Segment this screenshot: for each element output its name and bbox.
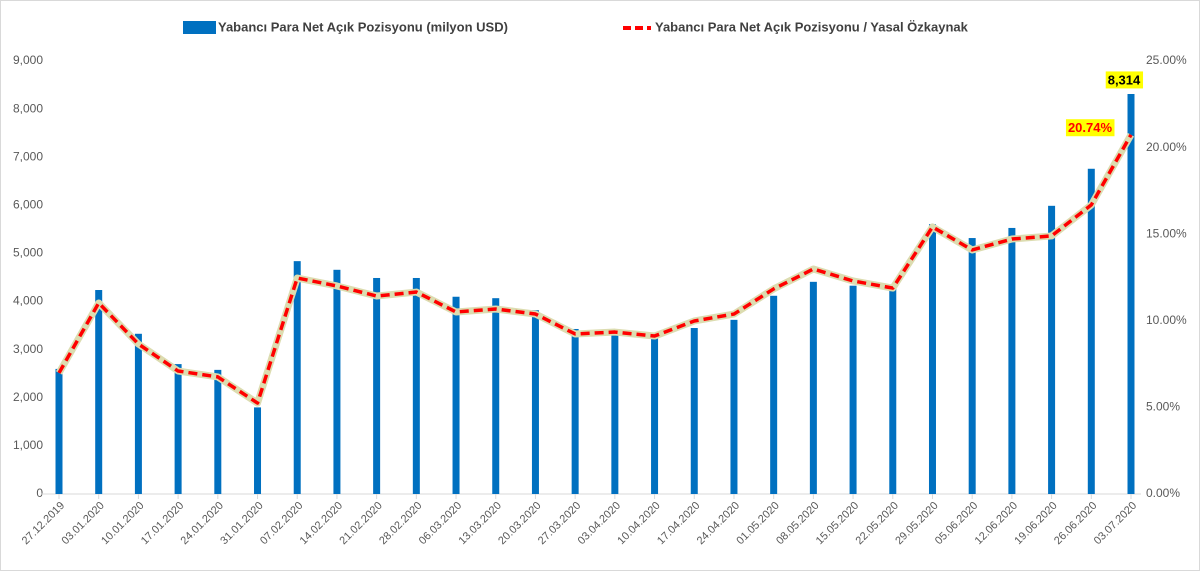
bar [1048,205,1056,494]
data-label-bg [1105,71,1144,89]
bar [373,277,381,494]
bar [1087,168,1095,494]
legend-swatch [183,21,216,34]
bar [492,298,500,494]
bar [611,330,619,494]
bar [730,319,738,494]
y-tick-label: 1,000 [13,438,43,452]
bar [651,337,659,494]
bar [571,328,579,494]
y-tick-label: 9,000 [13,53,43,67]
y-tick-label: 7,000 [13,149,43,163]
bar [968,238,976,494]
bar [333,269,341,494]
y-tick-label: 0 [36,486,43,500]
bar [55,368,63,494]
data-label-bg [1065,119,1115,137]
y-tick-label: 4,000 [13,294,43,308]
bar [293,261,301,494]
line [57,133,1133,405]
y2-tick-label: 25.00% [1146,53,1187,67]
bar [174,364,182,494]
bar [95,290,103,494]
y-tick-label: 8,000 [13,101,43,115]
bar [1127,94,1135,495]
bar [412,277,420,494]
bar [928,224,936,494]
bar [889,288,897,494]
y2-tick-label: 15.00% [1146,226,1187,240]
data-label: 8,314 [1108,72,1141,87]
bar [452,296,460,494]
y-tick-label: 6,000 [13,198,43,212]
bar [809,281,817,494]
bar [1008,227,1016,494]
legend-label: Yabancı Para Net Açık Pozisyonu / Yasal … [655,19,969,34]
y-tick-label: 2,000 [13,390,43,404]
bar [849,285,857,494]
legend-label: Yabancı Para Net Açık Pozisyonu (milyon … [218,19,508,34]
bar [690,328,698,494]
bar [214,369,222,494]
bar [134,333,142,494]
data-label: 20.74% [1068,120,1113,135]
y2-tick-label: 20.00% [1146,140,1187,154]
y2-tick-label: 10.00% [1146,313,1187,327]
bar [770,295,778,494]
y-tick-label: 5,000 [13,246,43,260]
x-tick-label: 03.07.2020 [1092,500,1139,547]
bar [254,407,262,494]
bar [531,310,539,494]
y2-tick-label: 0.00% [1146,486,1180,500]
y2-tick-label: 5.00% [1146,400,1180,414]
y-tick-label: 3,000 [13,342,43,356]
